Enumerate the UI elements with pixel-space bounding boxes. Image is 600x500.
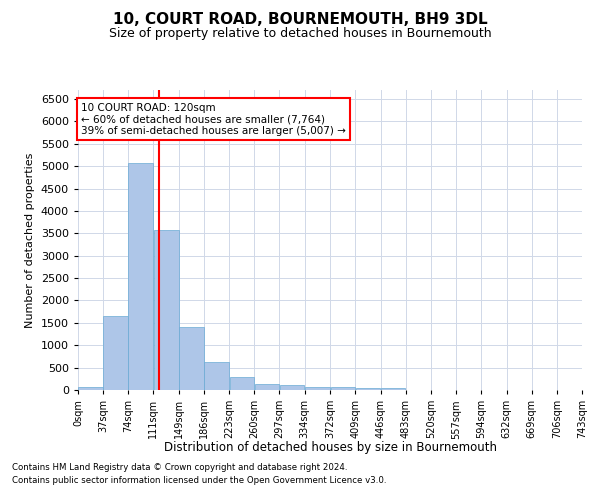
Bar xyxy=(205,362,229,390)
Text: 10, COURT ROAD, BOURNEMOUTH, BH9 3DL: 10, COURT ROAD, BOURNEMOUTH, BH9 3DL xyxy=(113,12,487,28)
Text: Contains public sector information licensed under the Open Government Licence v3: Contains public sector information licen… xyxy=(12,476,386,485)
Bar xyxy=(78,386,103,390)
Bar xyxy=(305,386,330,390)
Bar xyxy=(381,388,406,390)
Bar xyxy=(254,384,279,390)
Bar xyxy=(230,377,254,390)
Bar xyxy=(179,328,204,390)
Bar xyxy=(154,230,179,390)
Text: Size of property relative to detached houses in Bournemouth: Size of property relative to detached ho… xyxy=(109,28,491,40)
Y-axis label: Number of detached properties: Number of detached properties xyxy=(25,152,35,328)
Text: Distribution of detached houses by size in Bournemouth: Distribution of detached houses by size … xyxy=(163,441,497,454)
Bar xyxy=(356,388,380,390)
Text: Contains HM Land Registry data © Crown copyright and database right 2024.: Contains HM Land Registry data © Crown c… xyxy=(12,464,347,472)
Text: 10 COURT ROAD: 120sqm
← 60% of detached houses are smaller (7,764)
39% of semi-d: 10 COURT ROAD: 120sqm ← 60% of detached … xyxy=(82,102,346,136)
Bar xyxy=(280,385,304,390)
Bar xyxy=(128,164,153,390)
Bar xyxy=(103,316,128,390)
Bar xyxy=(331,388,355,390)
